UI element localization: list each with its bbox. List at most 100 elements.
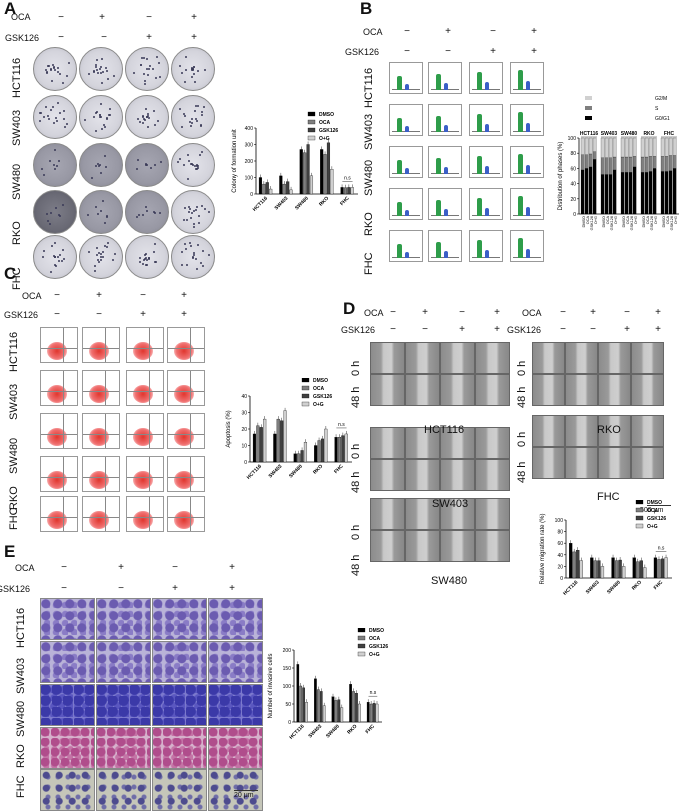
wound-label-rko: RKO: [597, 424, 621, 436]
y-axis-label: Number of invasive cells: [268, 653, 274, 718]
row-label-hct116: HCT116: [8, 331, 20, 372]
legend-label: G2/M: [655, 96, 667, 102]
bar: [664, 557, 668, 579]
colony-dot: [96, 110, 99, 113]
colony-dish: [171, 143, 215, 187]
colony-dot: [177, 161, 180, 164]
legend-swatch: [301, 393, 310, 399]
y-tick-label: 400: [245, 126, 254, 132]
stacked-bar-segment: [600, 174, 605, 215]
sign: +: [494, 324, 500, 335]
colony-dish: [79, 47, 123, 91]
colony-dot: [195, 164, 198, 167]
wound-image: [475, 374, 510, 406]
colony-dot: [182, 219, 185, 222]
colony-dot: [187, 206, 190, 209]
colony-dot: [159, 76, 162, 79]
row-label-hct116: HCT116: [11, 57, 23, 98]
apoptosis-dotplot: [40, 327, 78, 363]
colony-dot: [184, 80, 187, 83]
colony-dot: [52, 254, 55, 257]
colony-dot: [100, 209, 103, 212]
group-label: SW403: [601, 131, 618, 137]
colony-dot: [153, 251, 156, 254]
colony-dot: [41, 255, 44, 258]
legend-label: DMSO: [647, 500, 662, 506]
colony-dot: [194, 105, 197, 108]
colony-dot: [201, 204, 204, 207]
colony-dot: [96, 162, 99, 165]
stacked-bar-segment: [624, 156, 629, 173]
bar: [314, 445, 318, 463]
x-tick-label: HCT116: [252, 195, 269, 212]
cell-cluster: [47, 385, 67, 403]
wound-image: [565, 342, 598, 374]
colony-dot: [180, 264, 183, 267]
legend-swatch: [635, 507, 644, 513]
cell-cluster: [47, 511, 67, 529]
x-tick-label: FHC: [333, 463, 345, 475]
legend-swatch: [635, 500, 644, 505]
colony-dot: [55, 165, 58, 168]
quadrant-line: [83, 517, 119, 518]
quadrant-line: [63, 371, 64, 405]
y-tick-label: 300: [245, 143, 254, 149]
apoptosis-dotplot: [126, 327, 164, 363]
sign: +: [531, 26, 537, 37]
y-tick-label: 40: [241, 394, 247, 400]
colony-dot: [189, 208, 192, 211]
x-tick-label: HCT116: [562, 579, 579, 596]
wound-image: [532, 374, 565, 406]
colony-dish: [79, 95, 123, 139]
bar: [296, 664, 300, 723]
x-tick-label: GSK126: [630, 216, 634, 230]
colony-dot: [159, 160, 162, 163]
colony-dot: [43, 249, 46, 252]
quadrant-line: [41, 348, 77, 349]
row-label-fhc: FHC: [15, 775, 27, 798]
apoptosis-dotplot: [82, 456, 120, 492]
row-label-hct116: HCT116: [363, 67, 375, 108]
colony-dot: [195, 209, 198, 212]
sign: −: [172, 562, 178, 573]
colony-dot: [142, 121, 145, 124]
stacked-bar-segment: [604, 137, 609, 158]
g1-peak: [397, 244, 402, 258]
colony-dot: [49, 160, 52, 163]
g2-peak: [526, 81, 530, 90]
colony-dot: [144, 80, 147, 83]
quadrant-line: [127, 434, 163, 435]
bar: [334, 437, 338, 463]
stacked-bar-segment: [628, 172, 633, 215]
quadrant-line: [105, 328, 106, 362]
colony-dot: [190, 244, 193, 247]
g2-peak: [444, 209, 448, 216]
colony-dot: [178, 107, 181, 110]
quadrant-line: [127, 391, 163, 392]
colony-dot: [192, 251, 195, 254]
panel-letter-a: A: [4, 0, 17, 18]
cell-cluster: [89, 471, 109, 489]
invasion-micrograph: [208, 727, 263, 769]
colony-dot: [102, 70, 105, 73]
bar: [303, 152, 307, 195]
colony-dot: [53, 121, 56, 124]
quadrant-line: [83, 477, 119, 478]
colony-dot: [54, 68, 57, 71]
y-tick-label: 10: [241, 444, 247, 450]
legend-label: G0/G1: [655, 116, 670, 122]
stacked-bar-segment: [612, 156, 617, 171]
cell-cluster: [133, 428, 153, 446]
g2-peak: [526, 123, 530, 132]
bar: [326, 142, 331, 195]
bar: [340, 707, 344, 723]
quadrant-line: [63, 497, 64, 531]
stacked-bar-segment: [608, 174, 613, 215]
colony-dish: [79, 235, 123, 279]
colony-dot: [40, 168, 43, 171]
legend-swatch: [301, 378, 310, 383]
bar: [330, 169, 334, 195]
colony-dot: [86, 214, 89, 217]
colony-dot: [147, 74, 150, 77]
quadrant-line: [63, 328, 64, 362]
